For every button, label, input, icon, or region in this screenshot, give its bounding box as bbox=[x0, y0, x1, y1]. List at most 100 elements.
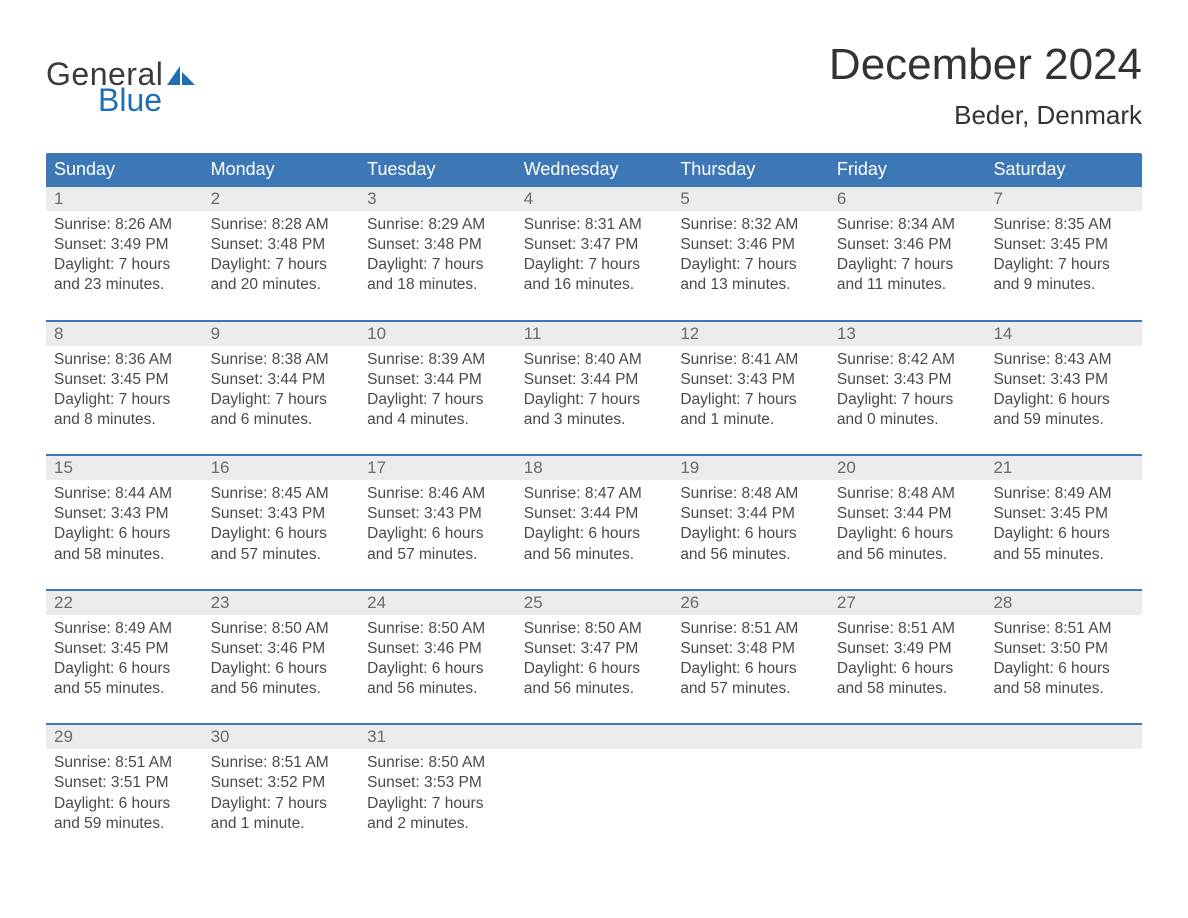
sunrise-text: Sunrise: 8:47 AM bbox=[524, 484, 665, 504]
day-number bbox=[985, 725, 1142, 749]
daylight-text-1: Daylight: 6 hours bbox=[54, 794, 195, 814]
day-number-row: 293031 bbox=[46, 725, 1142, 749]
daylight-text-2: and 13 minutes. bbox=[680, 275, 821, 295]
sunset-text: Sunset: 3:49 PM bbox=[54, 235, 195, 255]
daylight-text-1: Daylight: 6 hours bbox=[680, 659, 821, 679]
day-details: Sunrise: 8:51 AMSunset: 3:50 PMDaylight:… bbox=[985, 615, 1142, 700]
sunrise-text: Sunrise: 8:40 AM bbox=[524, 350, 665, 370]
day-header-friday: Friday bbox=[829, 153, 986, 187]
week-row: 293031 Sunrise: 8:51 AMSunset: 3:51 PMDa… bbox=[46, 723, 1142, 834]
day-details: Sunrise: 8:38 AMSunset: 3:44 PMDaylight:… bbox=[203, 346, 360, 431]
sunrise-text: Sunrise: 8:36 AM bbox=[54, 350, 195, 370]
day-number: 5 bbox=[672, 187, 829, 211]
day-details: Sunrise: 8:31 AMSunset: 3:47 PMDaylight:… bbox=[516, 211, 673, 296]
week-row: 22232425262728Sunrise: 8:49 AMSunset: 3:… bbox=[46, 589, 1142, 700]
sunrise-text: Sunrise: 8:50 AM bbox=[524, 619, 665, 639]
sunrise-text: Sunrise: 8:41 AM bbox=[680, 350, 821, 370]
day-number: 15 bbox=[46, 456, 203, 480]
day-details: Sunrise: 8:48 AMSunset: 3:44 PMDaylight:… bbox=[672, 480, 829, 565]
day-details: Sunrise: 8:32 AMSunset: 3:46 PMDaylight:… bbox=[672, 211, 829, 296]
day-details: Sunrise: 8:26 AMSunset: 3:49 PMDaylight:… bbox=[46, 211, 203, 296]
day-number bbox=[672, 725, 829, 749]
day-details-row: Sunrise: 8:51 AMSunset: 3:51 PMDaylight:… bbox=[46, 749, 1142, 834]
day-details: Sunrise: 8:51 AMSunset: 3:49 PMDaylight:… bbox=[829, 615, 986, 700]
daylight-text-2: and 59 minutes. bbox=[993, 410, 1134, 430]
day-details bbox=[672, 749, 829, 834]
day-number: 17 bbox=[359, 456, 516, 480]
sunrise-text: Sunrise: 8:45 AM bbox=[211, 484, 352, 504]
day-number: 12 bbox=[672, 322, 829, 346]
daylight-text-2: and 2 minutes. bbox=[367, 814, 508, 834]
daylight-text-2: and 56 minutes. bbox=[211, 679, 352, 699]
day-details: Sunrise: 8:41 AMSunset: 3:43 PMDaylight:… bbox=[672, 346, 829, 431]
day-number: 29 bbox=[46, 725, 203, 749]
sunset-text: Sunset: 3:47 PM bbox=[524, 235, 665, 255]
day-details: Sunrise: 8:42 AMSunset: 3:43 PMDaylight:… bbox=[829, 346, 986, 431]
daylight-text-2: and 1 minute. bbox=[680, 410, 821, 430]
sunset-text: Sunset: 3:50 PM bbox=[993, 639, 1134, 659]
sunset-text: Sunset: 3:53 PM bbox=[367, 773, 508, 793]
sunrise-text: Sunrise: 8:48 AM bbox=[837, 484, 978, 504]
daylight-text-2: and 56 minutes. bbox=[837, 545, 978, 565]
day-number-row: 1234567 bbox=[46, 187, 1142, 211]
day-number: 8 bbox=[46, 322, 203, 346]
daylight-text-1: Daylight: 6 hours bbox=[837, 524, 978, 544]
sunrise-text: Sunrise: 8:48 AM bbox=[680, 484, 821, 504]
sunset-text: Sunset: 3:45 PM bbox=[993, 235, 1134, 255]
daylight-text-1: Daylight: 7 hours bbox=[54, 390, 195, 410]
daylight-text-2: and 56 minutes. bbox=[524, 679, 665, 699]
sunset-text: Sunset: 3:43 PM bbox=[680, 370, 821, 390]
day-number: 30 bbox=[203, 725, 360, 749]
day-number: 28 bbox=[985, 591, 1142, 615]
day-details bbox=[985, 749, 1142, 834]
day-header-monday: Monday bbox=[203, 153, 360, 187]
day-number: 7 bbox=[985, 187, 1142, 211]
sunset-text: Sunset: 3:45 PM bbox=[54, 639, 195, 659]
sunrise-text: Sunrise: 8:51 AM bbox=[680, 619, 821, 639]
sunrise-text: Sunrise: 8:51 AM bbox=[54, 753, 195, 773]
sunrise-text: Sunrise: 8:43 AM bbox=[993, 350, 1134, 370]
sunrise-text: Sunrise: 8:29 AM bbox=[367, 215, 508, 235]
day-details-row: Sunrise: 8:44 AMSunset: 3:43 PMDaylight:… bbox=[46, 480, 1142, 565]
daylight-text-2: and 58 minutes. bbox=[993, 679, 1134, 699]
sunrise-text: Sunrise: 8:50 AM bbox=[211, 619, 352, 639]
day-details: Sunrise: 8:49 AMSunset: 3:45 PMDaylight:… bbox=[985, 480, 1142, 565]
daylight-text-1: Daylight: 6 hours bbox=[211, 524, 352, 544]
page-title: December 2024 bbox=[829, 40, 1142, 90]
daylight-text-1: Daylight: 6 hours bbox=[367, 524, 508, 544]
daylight-text-2: and 55 minutes. bbox=[993, 545, 1134, 565]
daylight-text-2: and 59 minutes. bbox=[54, 814, 195, 834]
sunrise-text: Sunrise: 8:50 AM bbox=[367, 753, 508, 773]
daylight-text-1: Daylight: 6 hours bbox=[367, 659, 508, 679]
daylight-text-1: Daylight: 7 hours bbox=[680, 255, 821, 275]
day-number: 31 bbox=[359, 725, 516, 749]
day-number: 10 bbox=[359, 322, 516, 346]
day-number: 3 bbox=[359, 187, 516, 211]
day-details bbox=[516, 749, 673, 834]
sunrise-text: Sunrise: 8:28 AM bbox=[211, 215, 352, 235]
daylight-text-1: Daylight: 7 hours bbox=[524, 255, 665, 275]
day-details: Sunrise: 8:51 AMSunset: 3:52 PMDaylight:… bbox=[203, 749, 360, 834]
sunset-text: Sunset: 3:48 PM bbox=[367, 235, 508, 255]
daylight-text-2: and 9 minutes. bbox=[993, 275, 1134, 295]
day-number: 23 bbox=[203, 591, 360, 615]
daylight-text-1: Daylight: 6 hours bbox=[524, 659, 665, 679]
sunrise-text: Sunrise: 8:34 AM bbox=[837, 215, 978, 235]
day-number: 16 bbox=[203, 456, 360, 480]
daylight-text-2: and 16 minutes. bbox=[524, 275, 665, 295]
brand-logo: General Blue bbox=[46, 58, 195, 116]
daylight-text-2: and 11 minutes. bbox=[837, 275, 978, 295]
day-header-thursday: Thursday bbox=[672, 153, 829, 187]
day-number: 1 bbox=[46, 187, 203, 211]
sunrise-text: Sunrise: 8:46 AM bbox=[367, 484, 508, 504]
sunset-text: Sunset: 3:46 PM bbox=[837, 235, 978, 255]
sunrise-text: Sunrise: 8:51 AM bbox=[837, 619, 978, 639]
daylight-text-1: Daylight: 6 hours bbox=[837, 659, 978, 679]
day-header-saturday: Saturday bbox=[985, 153, 1142, 187]
day-details-row: Sunrise: 8:26 AMSunset: 3:49 PMDaylight:… bbox=[46, 211, 1142, 296]
sunset-text: Sunset: 3:47 PM bbox=[524, 639, 665, 659]
daylight-text-2: and 57 minutes. bbox=[367, 545, 508, 565]
daylight-text-1: Daylight: 6 hours bbox=[54, 659, 195, 679]
daylight-text-2: and 57 minutes. bbox=[680, 679, 821, 699]
day-number: 25 bbox=[516, 591, 673, 615]
